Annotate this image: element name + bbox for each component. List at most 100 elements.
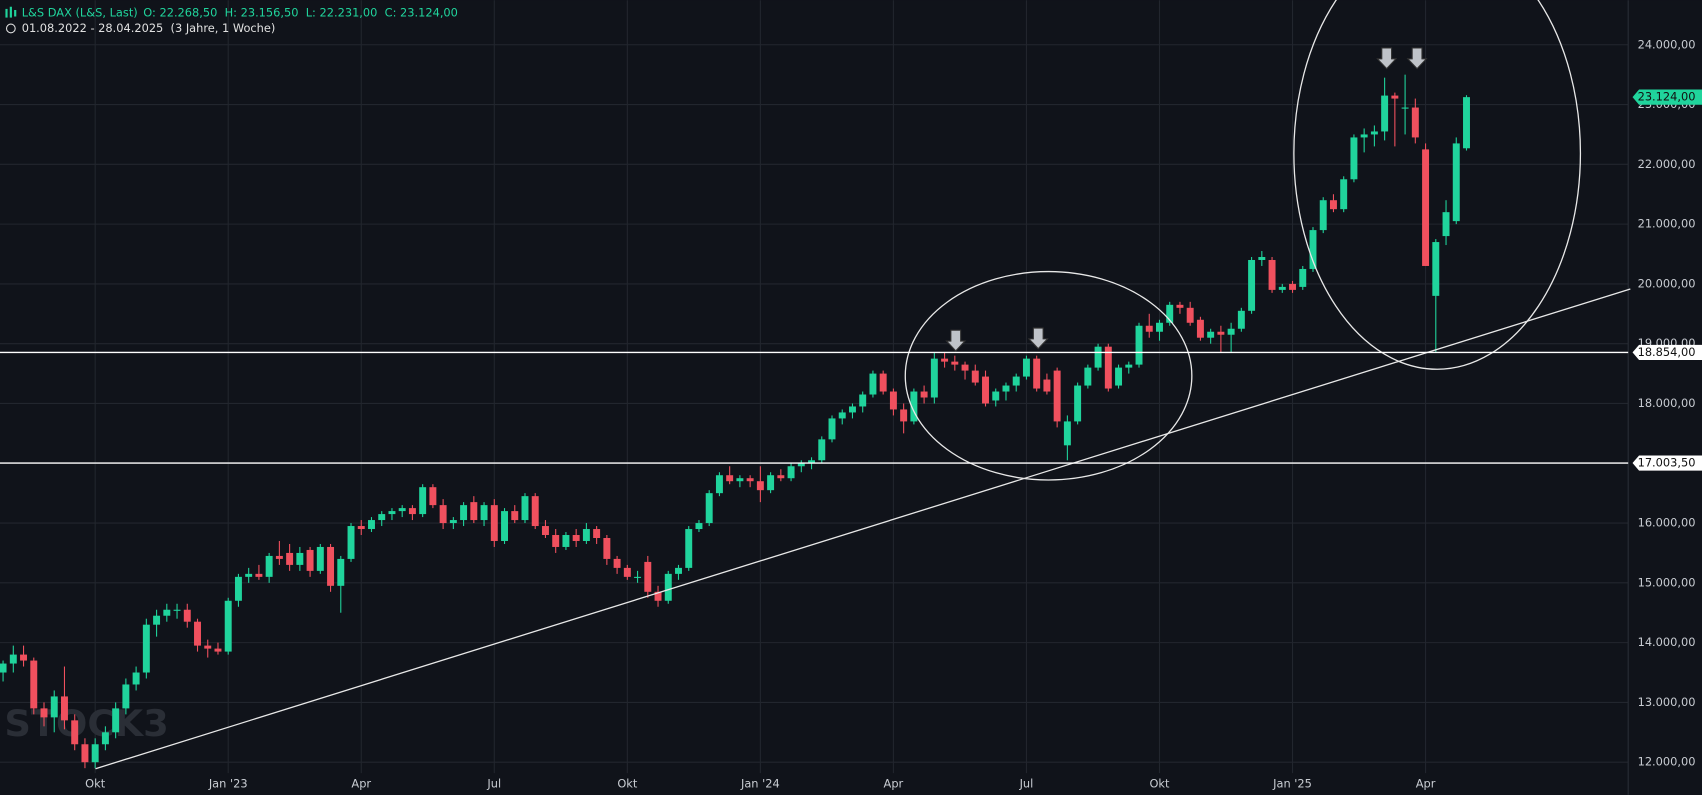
date-range: 01.08.2022 - 28.04.2025 (3 Jahre, 1 Woch… <box>22 21 276 35</box>
candle-body <box>1329 200 1337 210</box>
candle-body <box>634 576 642 578</box>
candle-body <box>982 376 989 404</box>
candle-body <box>265 555 273 577</box>
candle-body <box>1422 149 1430 266</box>
candle-body <box>296 552 304 565</box>
candle-body <box>654 591 662 601</box>
candle-body <box>183 609 191 622</box>
candle-body <box>368 520 375 530</box>
candle-body <box>1401 107 1409 109</box>
symbol: L&S DAX (L&S, Last) <box>22 6 138 20</box>
candle-body <box>1104 346 1112 389</box>
candle-body <box>1227 328 1235 335</box>
x-tick-label: Jan '25 <box>1272 776 1312 790</box>
candle-body <box>173 609 181 611</box>
candle-body <box>71 720 79 745</box>
clock-icon <box>5 23 16 34</box>
candle-body <box>122 684 130 709</box>
y-tick-label: 13.000,00 <box>1638 695 1696 709</box>
price-tag <box>1632 455 1702 471</box>
candle-body <box>1043 379 1051 392</box>
candle-body <box>132 672 140 685</box>
candle-body <box>531 496 539 527</box>
candle-body <box>1442 212 1450 237</box>
candle-body <box>1115 367 1123 386</box>
candle-body <box>1186 307 1194 323</box>
candle-body <box>879 373 887 392</box>
candle-body <box>1319 200 1327 231</box>
candle-body <box>613 558 621 568</box>
x-tick-label: Jan '23 <box>208 776 248 790</box>
candle-body <box>777 475 785 479</box>
candle-body <box>675 567 682 574</box>
candle-body <box>521 496 529 521</box>
candle-body <box>582 529 590 541</box>
candle-body <box>961 364 969 371</box>
candle-body <box>1258 257 1266 260</box>
candle-body <box>941 358 949 362</box>
candle-body <box>439 505 447 524</box>
candle-body <box>1176 304 1184 308</box>
candle-body <box>1248 259 1256 311</box>
candle-body <box>429 487 437 506</box>
candle-body <box>1237 310 1245 329</box>
x-tick-label: Apr <box>351 776 371 790</box>
candle-body <box>685 529 693 568</box>
x-tick-label: Okt <box>1149 776 1170 790</box>
candle-body <box>1012 376 1020 386</box>
candle-body <box>1309 230 1317 269</box>
x-tick-label: Jan '24 <box>740 776 780 790</box>
candle-body <box>623 567 631 577</box>
candle-body <box>306 549 314 571</box>
candle-body <box>644 561 652 592</box>
candle-body <box>951 361 959 365</box>
x-tick-label: Jul <box>1019 776 1034 790</box>
candle-body <box>1084 367 1092 386</box>
price-tag <box>1632 344 1702 361</box>
candle-body <box>1094 346 1102 368</box>
candle-body <box>1340 179 1348 210</box>
candle-body <box>337 558 345 586</box>
candle-body <box>0 663 7 673</box>
candle-body <box>705 493 713 524</box>
candle-body <box>224 600 232 652</box>
candle-body <box>91 744 99 763</box>
candle-body <box>756 481 764 491</box>
candle-body <box>767 475 775 491</box>
candle-body <box>214 648 222 652</box>
y-tick-label: 18.000,00 <box>1638 396 1696 410</box>
candle-body <box>1432 242 1440 296</box>
candle-body <box>828 418 836 440</box>
candle-body <box>378 514 386 521</box>
price-tag-label: 17.003,50 <box>1638 456 1696 470</box>
candle-body <box>50 696 58 718</box>
y-tick-label: 14.000,00 <box>1638 635 1696 649</box>
candle-body <box>726 475 734 482</box>
candle-body <box>1145 325 1153 332</box>
arrow-marker <box>1027 327 1049 350</box>
candle-body <box>1391 95 1399 99</box>
x-tick-label: Okt <box>617 776 638 790</box>
candle-body <box>20 654 28 661</box>
candle-body <box>480 505 488 521</box>
bars-icon <box>5 6 17 18</box>
candle-body <box>572 535 580 541</box>
ellipse-marker <box>904 270 1193 481</box>
candle-body <box>490 505 498 541</box>
candle-body <box>275 555 283 559</box>
last-price-tag <box>1632 89 1702 105</box>
candle-body <box>1289 283 1296 290</box>
candle-body <box>255 573 263 577</box>
candle-body <box>818 439 826 461</box>
candle-body <box>900 409 908 422</box>
candle-body <box>194 621 201 646</box>
y-tick-label: 20.000,00 <box>1638 276 1696 290</box>
candle-body <box>316 546 324 571</box>
candle-body <box>1360 134 1368 138</box>
y-tick-label: 21.000,00 <box>1638 217 1696 231</box>
candle-body <box>562 535 570 547</box>
candle-body <box>153 615 161 625</box>
candle-body <box>449 520 457 524</box>
